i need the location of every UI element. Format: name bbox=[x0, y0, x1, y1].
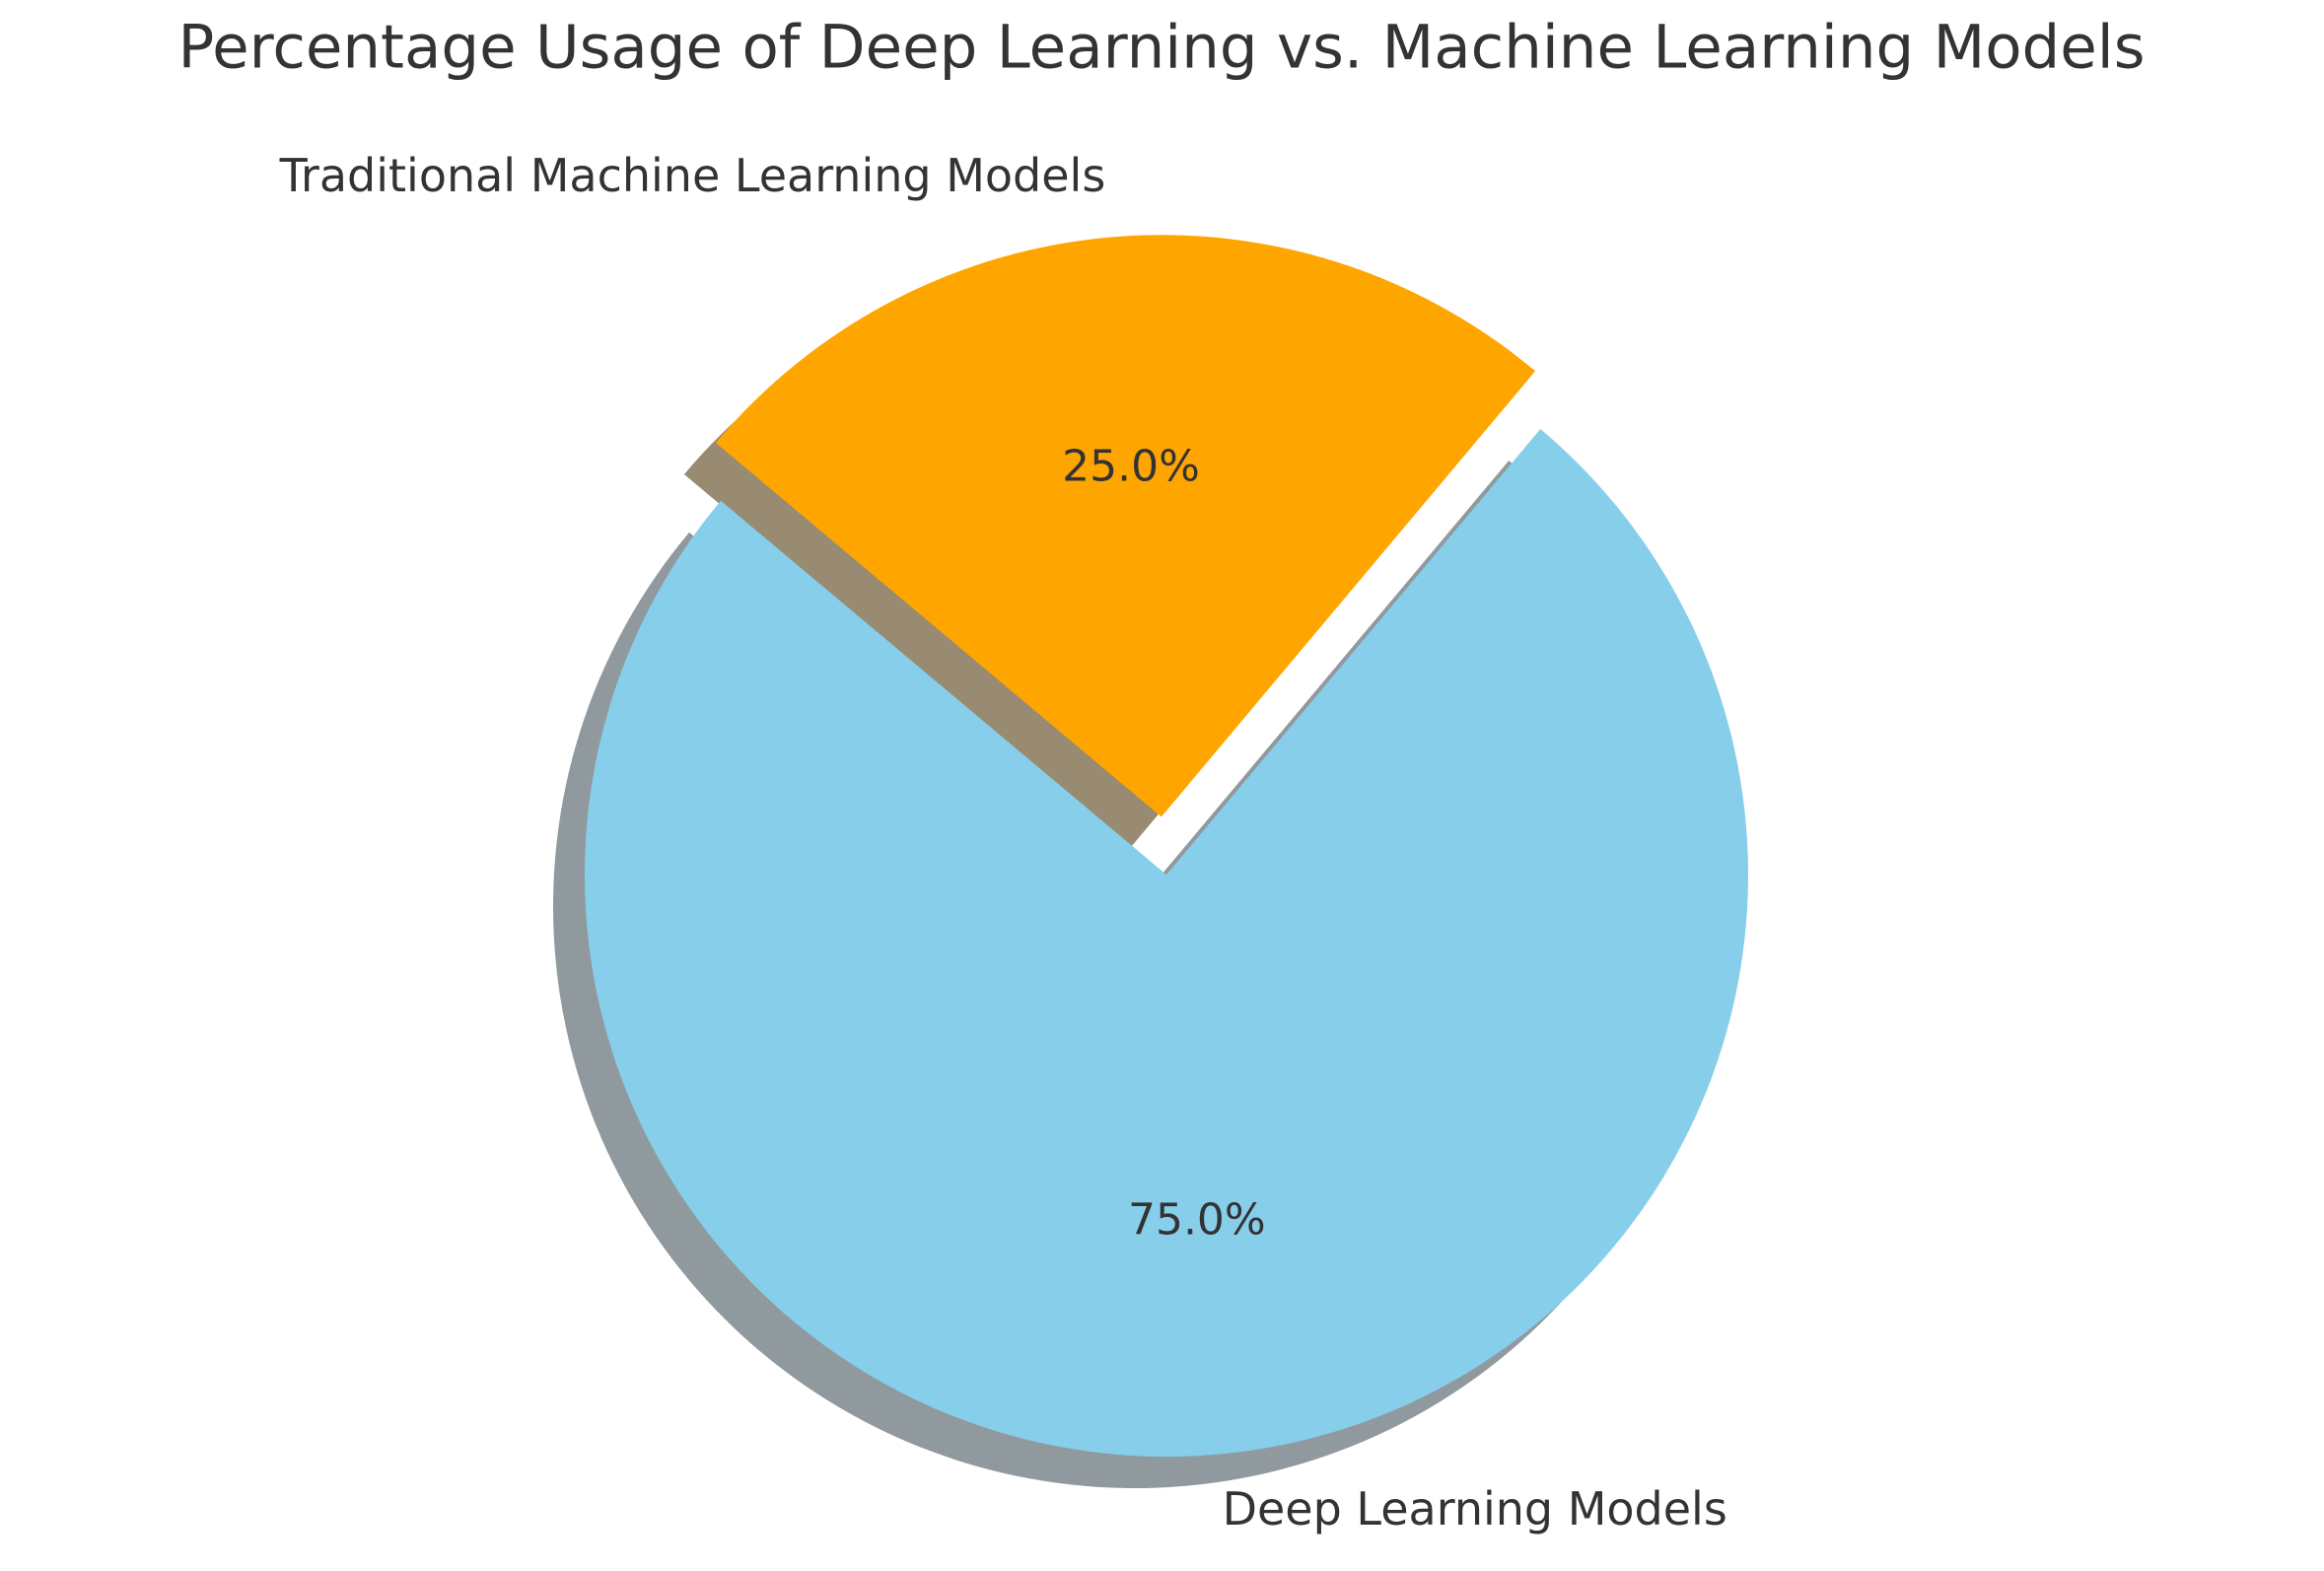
chart-title: Percentage Usage of Deep Learning vs. Ma… bbox=[177, 13, 2145, 83]
wedge bbox=[584, 429, 1748, 1458]
wedge bbox=[715, 235, 1536, 818]
value-label: 25.0% bbox=[1062, 442, 1200, 492]
category-label: Traditional Machine Learning Models bbox=[279, 149, 1106, 202]
category-label: Deep Learning Models bbox=[1223, 1482, 1727, 1535]
value-label: 75.0% bbox=[1128, 1195, 1266, 1246]
